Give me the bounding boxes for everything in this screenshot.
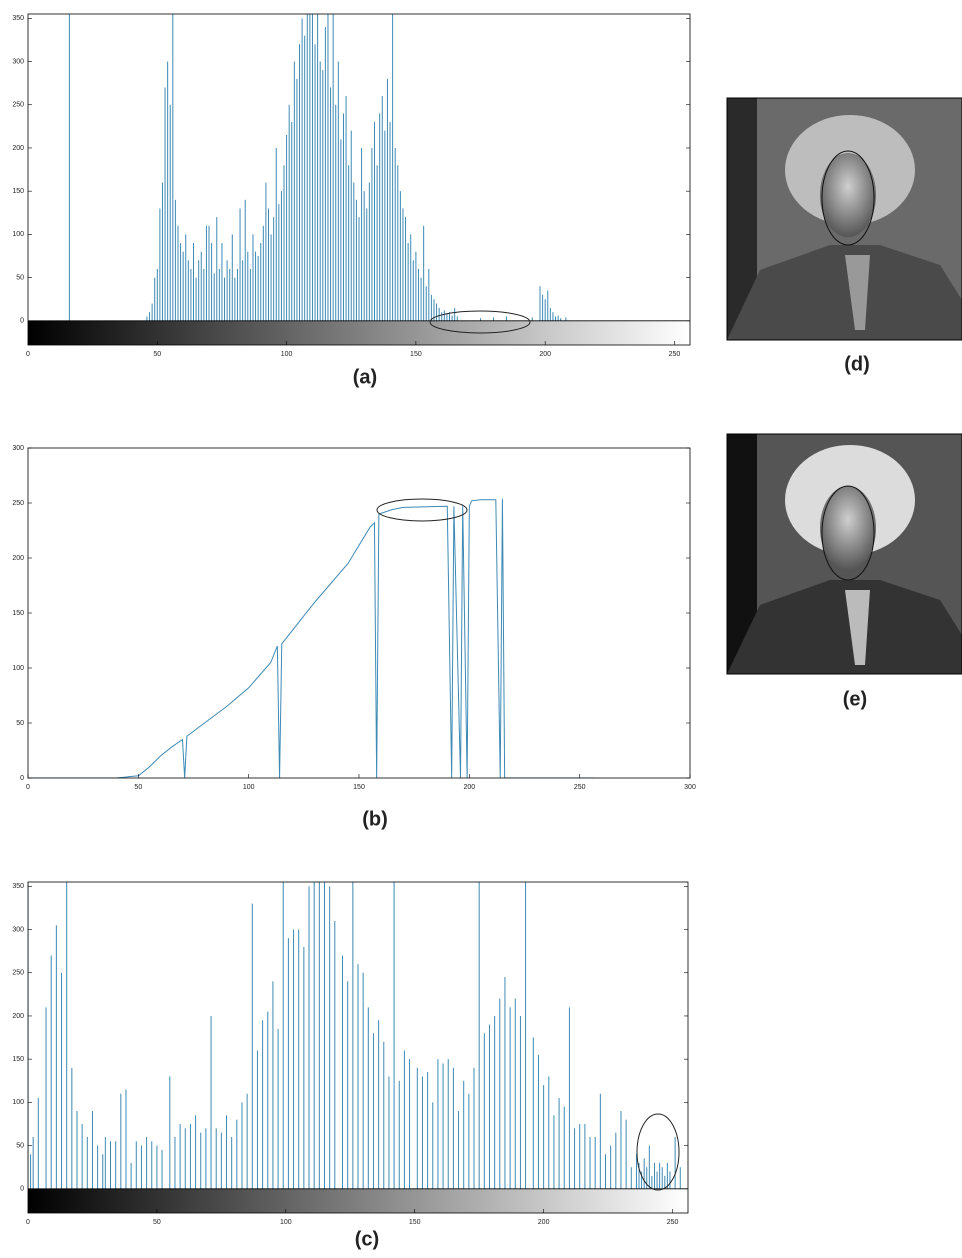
- y-tick-label: 200: [12, 1013, 24, 1020]
- x-tick-label: 200: [538, 1219, 550, 1226]
- x-tick-label: 100: [243, 784, 255, 791]
- y-tick-label: 100: [12, 665, 24, 672]
- y-tick-label: 250: [12, 970, 24, 977]
- x-tick-label: 0: [26, 784, 30, 791]
- y-tick-label: 350: [12, 15, 24, 22]
- plot: [28, 498, 596, 778]
- annotation-ellipse: [429, 310, 531, 334]
- x-tick-label: 50: [134, 784, 142, 791]
- plot: [28, 14, 690, 345]
- y-tick-label: 50: [16, 1142, 24, 1149]
- x-tick-label: 200: [539, 351, 551, 358]
- x-tick-label: 100: [280, 1219, 292, 1226]
- gray-bar: [28, 1188, 688, 1213]
- axes-box: [27, 13, 691, 346]
- y-tick-label: 50: [16, 274, 24, 281]
- y-tick-label: 300: [12, 445, 24, 452]
- y-tick-label: 300: [12, 58, 24, 65]
- panel-label: (b): [362, 808, 388, 830]
- x-tick-label: 50: [153, 351, 161, 358]
- y-tick-label: 0: [20, 775, 24, 782]
- panel-label: (e): [843, 688, 867, 710]
- line: [28, 498, 596, 778]
- photo-e: [726, 433, 962, 675]
- x-tick-label: 200: [463, 784, 475, 791]
- y-tick-label: 0: [20, 318, 24, 325]
- y-tick-label: 100: [12, 231, 24, 238]
- annotation-ellipse: [376, 498, 468, 522]
- y-tick-label: 0: [20, 1186, 24, 1193]
- x-tick-label: 150: [410, 351, 422, 358]
- y-tick-label: 100: [12, 1099, 24, 1106]
- gray-bar: [28, 320, 690, 345]
- photo-d: [726, 97, 962, 341]
- y-tick-label: 50: [16, 720, 24, 727]
- x-tick-label: 50: [153, 1219, 161, 1226]
- x-tick-label: 250: [574, 784, 586, 791]
- y-tick-label: 350: [12, 883, 24, 890]
- axes-box: [27, 881, 689, 1214]
- y-tick-label: 300: [12, 926, 24, 933]
- panel-label: (d): [844, 353, 870, 375]
- annotation-ellipse: [636, 1113, 680, 1191]
- y-tick-label: 200: [12, 145, 24, 152]
- y-tick-label: 150: [12, 1056, 24, 1063]
- plot: [28, 882, 688, 1213]
- axes-box: [27, 447, 691, 779]
- x-tick-label: 0: [26, 351, 30, 358]
- y-tick-label: 250: [12, 500, 24, 507]
- x-tick-label: 250: [669, 351, 681, 358]
- x-tick-label: 150: [353, 784, 365, 791]
- panel-label: (c): [355, 1228, 379, 1250]
- y-tick-label: 200: [12, 555, 24, 562]
- y-tick-label: 150: [12, 188, 24, 195]
- panel-label: (a): [353, 366, 377, 388]
- y-tick-label: 250: [12, 102, 24, 109]
- x-tick-label: 150: [409, 1219, 421, 1226]
- y-tick-label: 150: [12, 610, 24, 617]
- x-tick-label: 250: [667, 1219, 679, 1226]
- x-tick-label: 0: [26, 1219, 30, 1226]
- x-tick-label: 100: [281, 351, 293, 358]
- x-tick-label: 300: [684, 784, 696, 791]
